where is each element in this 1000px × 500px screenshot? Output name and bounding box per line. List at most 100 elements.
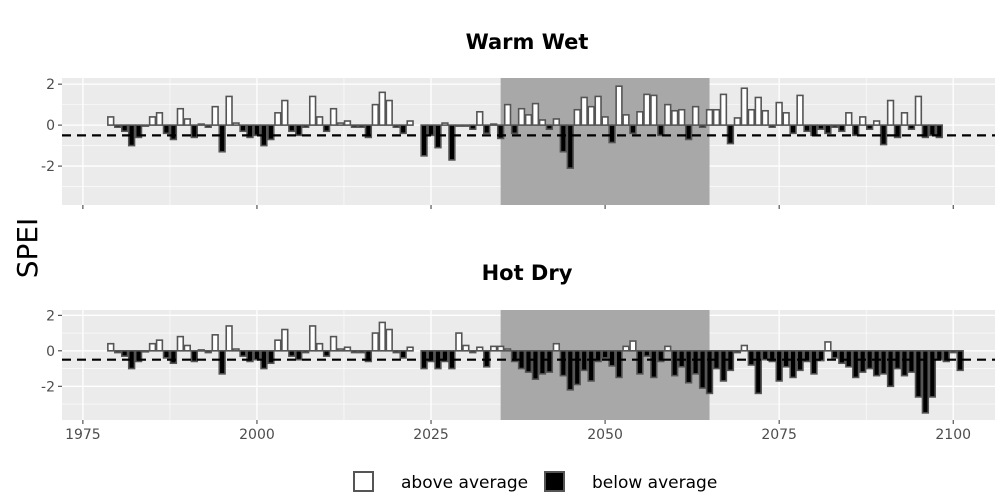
bar-2063 xyxy=(691,105,700,126)
bar-2036 xyxy=(503,103,512,126)
bar-1999 xyxy=(246,124,254,139)
bar-2040 xyxy=(531,350,540,380)
bar-2083 xyxy=(831,124,839,128)
bar-2037 xyxy=(510,350,519,363)
x-tick-label: 1975 xyxy=(65,427,101,443)
bar-2091 xyxy=(886,99,895,126)
panel-hot-dry: Hot Dry 2 0 -2 1975 2000 2025 2050 2075 2100 xyxy=(41,261,995,443)
bar-2014 xyxy=(350,350,359,354)
bar-1998 xyxy=(239,350,247,357)
bar-2086 xyxy=(852,350,860,379)
bar-2020 xyxy=(392,350,400,354)
bar-series xyxy=(107,321,964,414)
bar-2074 xyxy=(768,124,776,128)
legend-key-below xyxy=(544,471,565,492)
bar-1984 xyxy=(141,124,150,127)
bar-2018 xyxy=(378,321,386,352)
bar-2093 xyxy=(900,112,909,126)
bar-series xyxy=(107,85,943,169)
bar-2096 xyxy=(921,124,930,139)
bar-2017 xyxy=(371,332,380,352)
bar-1981 xyxy=(120,124,129,133)
bar-2060 xyxy=(671,350,679,377)
bar-1984 xyxy=(141,350,150,353)
bar-2011 xyxy=(329,107,338,126)
bar-2016 xyxy=(364,350,373,363)
bar-2010 xyxy=(322,124,331,133)
bar-2042 xyxy=(545,124,554,131)
bar-2100 xyxy=(949,350,957,354)
bar-2082 xyxy=(824,341,832,352)
bar-2033 xyxy=(483,124,491,135)
bar-1988 xyxy=(169,350,178,365)
bar-1996 xyxy=(225,325,233,352)
bar-2032 xyxy=(476,110,484,126)
bar-2050 xyxy=(601,350,609,359)
bar-2031 xyxy=(469,124,477,131)
bar-2010 xyxy=(322,350,331,357)
bar-2058 xyxy=(657,350,665,363)
bar-2020 xyxy=(392,124,400,128)
bar-2097 xyxy=(928,124,937,137)
bar-2024 xyxy=(420,124,428,157)
bar-2095 xyxy=(914,95,923,126)
bar-2071 xyxy=(747,350,755,366)
y-tick-label: -2 xyxy=(41,379,55,395)
bar-1995 xyxy=(218,350,226,375)
bar-2071 xyxy=(747,108,755,126)
bar-2039 xyxy=(524,114,533,126)
bar-2008 xyxy=(308,325,317,352)
bar-2009 xyxy=(315,116,324,126)
bar-2059 xyxy=(664,345,672,352)
bar-2034 xyxy=(490,123,498,126)
bar-2057 xyxy=(650,94,658,126)
bar-1992 xyxy=(197,349,205,352)
bar-2028 xyxy=(448,124,456,161)
bar-2015 xyxy=(357,124,366,128)
bar-2072 xyxy=(754,96,762,126)
bar-2095 xyxy=(914,350,923,398)
bar-2072 xyxy=(754,350,762,395)
bar-1986 xyxy=(155,112,164,126)
bar-2073 xyxy=(761,350,769,361)
bar-2035 xyxy=(496,124,505,140)
bar-1994 xyxy=(211,105,219,126)
bar-2057 xyxy=(650,350,658,379)
bar-1979 xyxy=(107,342,115,352)
bar-2035 xyxy=(496,345,505,352)
bar-2055 xyxy=(636,110,644,126)
bar-2025 xyxy=(427,124,435,137)
bar-2006 xyxy=(295,350,303,361)
bar-1989 xyxy=(176,107,185,126)
bar-2009 xyxy=(315,342,324,352)
bar-2080 xyxy=(810,124,818,137)
bar-1992 xyxy=(197,123,205,126)
bar-2096 xyxy=(921,350,930,414)
bar-1991 xyxy=(190,350,198,363)
bar-2087 xyxy=(859,116,867,126)
x-tick-label: 2050 xyxy=(587,427,623,443)
bar-2084 xyxy=(838,350,846,365)
bar-2025 xyxy=(427,350,435,363)
bar-1996 xyxy=(225,95,233,126)
bar-1990 xyxy=(183,118,192,126)
y-tick-label: 2 xyxy=(46,77,55,93)
bar-2067 xyxy=(719,350,728,382)
bar-2069 xyxy=(733,350,742,354)
bar-2091 xyxy=(886,350,895,388)
bar-1983 xyxy=(134,350,143,363)
bar-1998 xyxy=(239,124,247,133)
bar-2053 xyxy=(622,114,630,126)
bar-2089 xyxy=(872,350,881,377)
bar-2064 xyxy=(698,124,707,128)
bar-2005 xyxy=(288,124,296,133)
bar-2085 xyxy=(845,112,853,126)
bar-2018 xyxy=(378,91,386,126)
bar-2029 xyxy=(455,124,463,127)
bar-2056 xyxy=(643,93,651,126)
y-axis-label: SPEI xyxy=(11,218,44,279)
bar-2058 xyxy=(657,124,665,137)
bar-1993 xyxy=(204,124,212,128)
bar-2070 xyxy=(740,87,749,126)
bar-1979 xyxy=(107,116,115,126)
